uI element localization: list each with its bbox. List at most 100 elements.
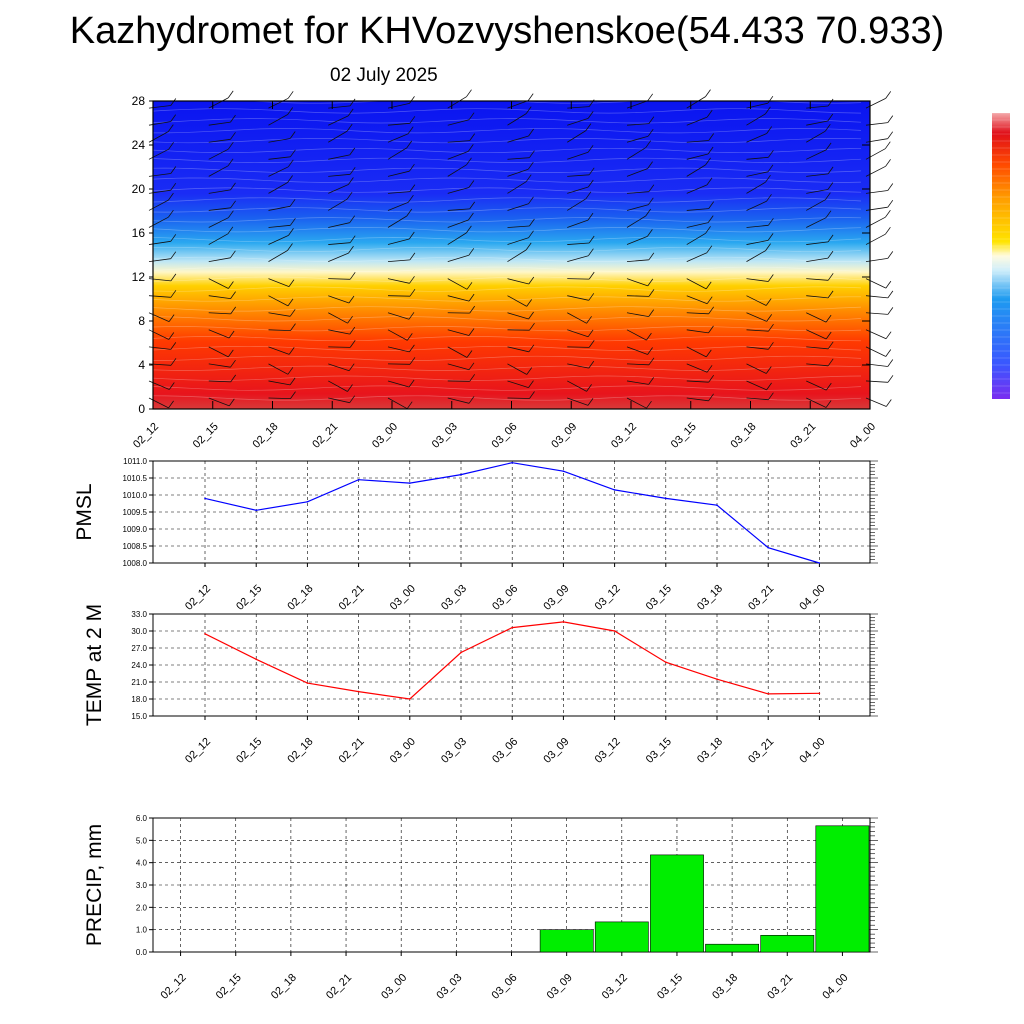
wind-barb-feather bbox=[409, 116, 416, 124]
wind-barb-feather bbox=[766, 194, 772, 202]
wind-barb bbox=[507, 100, 529, 109]
precip-bar bbox=[539, 929, 594, 953]
wind-barb-feather bbox=[765, 106, 771, 115]
wind-barb bbox=[806, 149, 827, 160]
wind-barb-feather bbox=[228, 330, 235, 339]
wind-barb-feather bbox=[825, 142, 832, 151]
wind-barb bbox=[507, 203, 529, 211]
wind-barb-feather bbox=[768, 218, 774, 226]
wind-barb-feather bbox=[227, 349, 234, 358]
y-tick-label: 8 bbox=[138, 314, 145, 328]
wind-barb bbox=[626, 346, 648, 355]
wind-barb bbox=[208, 217, 229, 228]
wind-barb bbox=[208, 121, 231, 126]
data-point bbox=[255, 658, 257, 661]
wind-barb-feather bbox=[827, 290, 834, 299]
wind-barb-feather bbox=[168, 192, 174, 201]
x-tick-label: 03_00 bbox=[388, 583, 418, 613]
wind-barb-feather bbox=[167, 124, 174, 132]
wind-barb bbox=[746, 346, 769, 350]
precip-bar bbox=[594, 921, 649, 953]
x-tick-label: 03_00 bbox=[370, 421, 400, 451]
wind-barb bbox=[387, 346, 410, 353]
wind-barb bbox=[686, 312, 709, 315]
wind-barb-feather bbox=[765, 243, 771, 251]
wind-barb bbox=[208, 207, 231, 211]
wind-barb bbox=[626, 259, 649, 262]
contour-line bbox=[152, 266, 862, 272]
wind-barb-feather bbox=[287, 107, 294, 115]
wind-barb-feather bbox=[288, 228, 294, 236]
wind-barb-feather bbox=[469, 374, 476, 382]
wind-barb-feather bbox=[765, 174, 771, 183]
wind-barb bbox=[208, 363, 231, 368]
wind-barb bbox=[746, 329, 769, 332]
wind-barb bbox=[746, 397, 769, 401]
x-tick-label: 03_15 bbox=[644, 583, 674, 613]
wind-barb bbox=[268, 235, 289, 245]
wind-barb-feather bbox=[468, 396, 475, 404]
wind-barb-feather bbox=[348, 177, 354, 185]
wind-barb bbox=[626, 329, 647, 341]
contour-line bbox=[152, 187, 862, 193]
x-tick-label: 03_18 bbox=[695, 583, 725, 613]
wind-barb-feather bbox=[468, 180, 475, 188]
x-tick-label: 03_15 bbox=[669, 421, 699, 451]
y-tick-label: 21.0 bbox=[131, 678, 147, 687]
wind-barb bbox=[686, 329, 709, 334]
wind-barb-feather bbox=[884, 141, 891, 149]
wind-barb-feather bbox=[170, 114, 177, 122]
wind-barb-feather bbox=[766, 382, 772, 391]
wind-barb bbox=[865, 278, 887, 289]
x-tick-label: 04_00 bbox=[797, 583, 827, 613]
wind-barb-feather bbox=[647, 93, 654, 102]
wind-barb bbox=[626, 147, 646, 160]
wind-barb bbox=[507, 135, 529, 143]
wind-barb bbox=[865, 216, 886, 228]
wind-barb-feather bbox=[648, 184, 655, 192]
wind-barb bbox=[686, 278, 707, 290]
wind-barb bbox=[865, 233, 886, 245]
wind-barb-feather bbox=[647, 278, 654, 287]
x-tick-label: 03_03 bbox=[439, 736, 469, 766]
contour-line bbox=[152, 286, 862, 292]
wind-barb-feather bbox=[528, 276, 535, 285]
wind-barb-feather bbox=[466, 350, 473, 358]
wind-barb-feather bbox=[825, 400, 832, 408]
wind-barb-feather bbox=[287, 298, 294, 307]
wind-barb bbox=[328, 173, 351, 177]
data-point bbox=[665, 661, 667, 663]
contour-line bbox=[152, 227, 862, 233]
wind-barb bbox=[746, 380, 767, 391]
wind-barb bbox=[328, 115, 349, 126]
wind-barb-feather bbox=[347, 315, 353, 324]
wind-barb-feather bbox=[767, 274, 774, 282]
wind-barb bbox=[626, 135, 649, 143]
wind-barb bbox=[507, 113, 527, 126]
wind-barb bbox=[626, 215, 646, 228]
wind-barb bbox=[328, 222, 350, 228]
wind-barb-feather bbox=[647, 197, 654, 206]
y-tick-label: 20 bbox=[132, 182, 146, 196]
y-tick-label: 1010.5 bbox=[123, 474, 148, 483]
x-tick-label: 03_09 bbox=[549, 421, 579, 451]
wind-barb-feather bbox=[646, 332, 652, 341]
wind-barb bbox=[507, 312, 529, 320]
wind-barb-feather bbox=[827, 166, 834, 175]
wind-barb bbox=[567, 130, 587, 143]
heatmap-panel: 0 4 8 12 16 20 24 28 02_12 02_15 02_18 02_21 03_00 03… bbox=[131, 89, 894, 451]
wind-barb bbox=[208, 397, 230, 407]
wind-barb-feather bbox=[529, 391, 535, 399]
wind-barb bbox=[387, 170, 410, 177]
wind-barb-feather bbox=[170, 182, 177, 191]
wind-barb-feather bbox=[887, 375, 894, 383]
wind-barb bbox=[686, 96, 706, 109]
wind-barb-feather bbox=[348, 245, 354, 254]
wind-barb bbox=[387, 133, 409, 143]
wind-barb-feather bbox=[767, 95, 774, 104]
wind-barb-feather bbox=[288, 279, 295, 287]
x-tick-label: 04_00 bbox=[820, 972, 850, 1002]
wind-barb-feather bbox=[168, 209, 174, 218]
wind-barb-feather bbox=[406, 208, 413, 217]
